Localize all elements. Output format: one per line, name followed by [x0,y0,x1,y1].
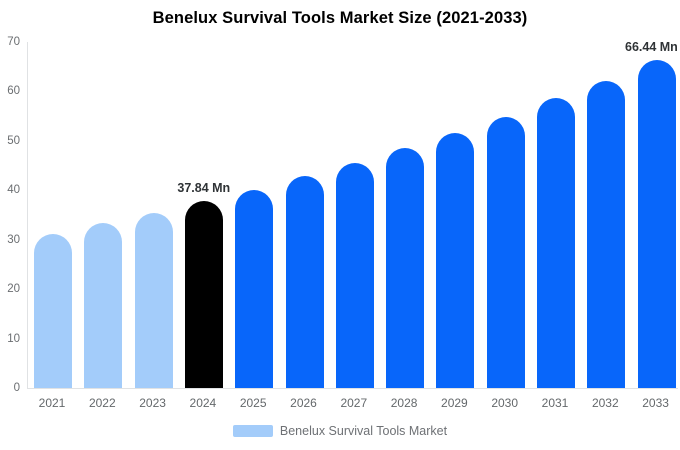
y-tick-label-10: 10 [7,332,20,345]
y-tick-label-0: 0 [13,382,20,394]
bar-2022 [84,223,123,388]
data-label-2024: 37.84 Mn [177,181,231,195]
bar-2030 [486,117,525,388]
x-tick-label-2029: 2029 [441,396,468,410]
y-tick-label-50: 50 [7,134,20,147]
x-tick-label-2026: 2026 [290,396,317,410]
legend: Benelux Survival Tools Market [0,424,680,438]
x-tick-label-2031: 2031 [541,396,569,410]
bar-2029 [436,133,475,388]
x-tick-label-2032: 2032 [591,396,619,410]
x-tick-label-2030: 2030 [491,396,519,410]
bar-2027 [335,163,374,388]
legend-swatch [232,425,273,437]
y-tick-label-60: 60 [7,85,20,98]
bar-2025 [235,190,274,388]
y-tick-label-70: 70 [7,36,20,48]
x-tick-label-2028: 2028 [390,396,418,410]
bar-2031 [537,98,575,388]
bar-2023 [134,213,173,388]
legend-item-benelux-survival-tools-market[interactable]: Benelux Survival Tools Market [232,424,448,438]
x-tick-label-2021: 2021 [38,396,66,410]
bar-2021 [34,234,72,388]
y-tick-label-20: 20 [7,283,20,296]
x-tick-label-2025: 2025 [239,396,267,410]
chart-title: Benelux Survival Tools Market Size (2021… [152,9,528,27]
y-tick-label-40: 40 [7,184,20,197]
bar-2033 [637,60,676,388]
y-tick-label-30: 30 [7,233,20,246]
plot-area: 37.84 Mn 66.44 Mn [27,40,678,389]
x-tick-label-2027: 2027 [340,396,368,410]
x-tick-label-2022: 2022 [88,396,116,410]
x-tick-label-2033: 2033 [642,396,669,410]
x-tick-label-2024: 2024 [189,396,217,410]
data-label-2033: 66.44 Mn [625,40,678,54]
bar-2024 [184,201,223,388]
bar-2028 [386,148,425,388]
legend-label: Benelux Survival Tools Market [279,424,448,438]
bar-2032 [587,81,626,388]
x-tick-label-2023: 2023 [139,396,166,410]
bar-2026 [285,176,324,388]
